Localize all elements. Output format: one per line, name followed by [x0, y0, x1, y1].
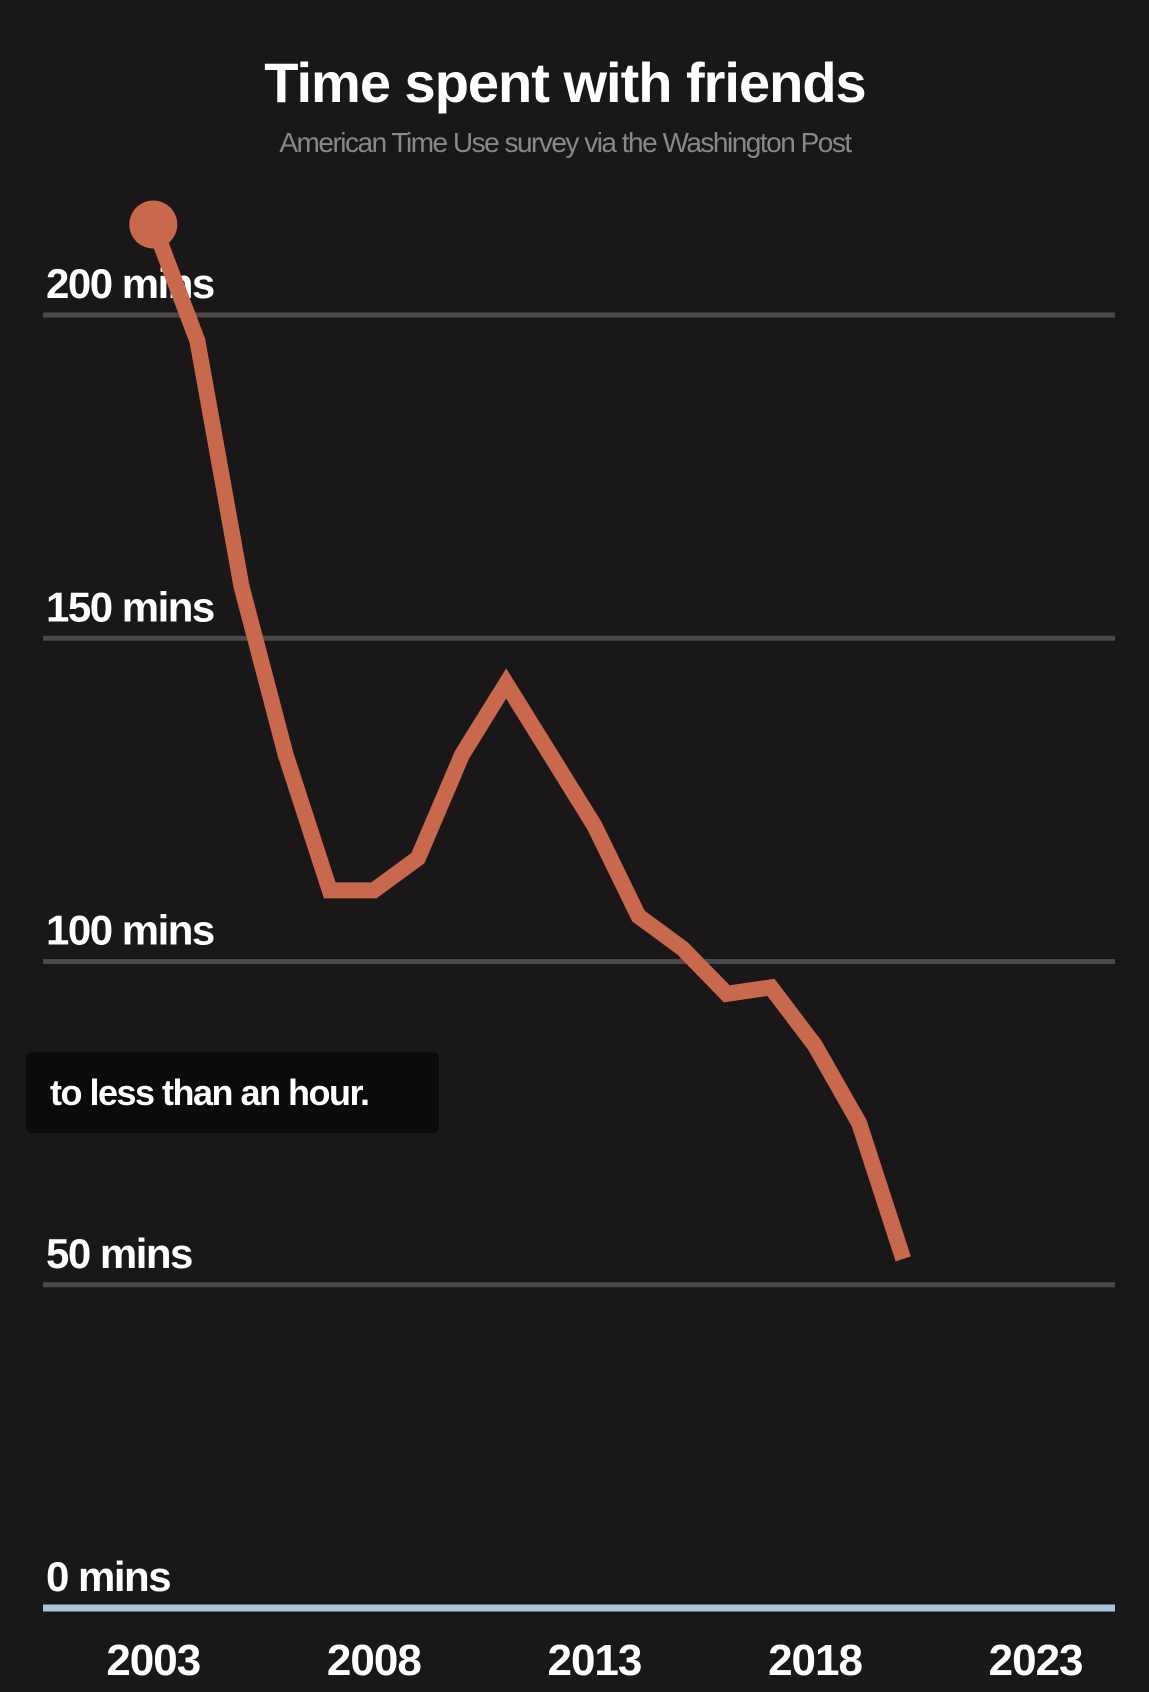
line — [145, 221, 911, 1262]
annotation-box — [26, 1052, 439, 1133]
annotation: to less than an hour. — [50, 1072, 369, 1113]
x-tick-label: 2018 — [768, 1636, 862, 1685]
chart-subtitle: American Time Use survey via the Washing… — [279, 127, 852, 158]
plot — [129, 200, 911, 1262]
y-tick-label: 100 mins — [46, 907, 214, 954]
chart-title: Time spent with friends — [264, 51, 865, 114]
x-tick-label: 2013 — [547, 1636, 641, 1685]
y-tick-label: 50 mins — [46, 1230, 192, 1277]
x-tick-label: 2003 — [106, 1636, 200, 1685]
y-tick-label: 0 mins — [46, 1553, 170, 1600]
x-tick-label: 2008 — [327, 1636, 421, 1685]
y-tick-label: 150 mins — [46, 583, 214, 630]
start-marker — [129, 200, 178, 249]
x-tick-label: 2023 — [989, 1636, 1083, 1685]
